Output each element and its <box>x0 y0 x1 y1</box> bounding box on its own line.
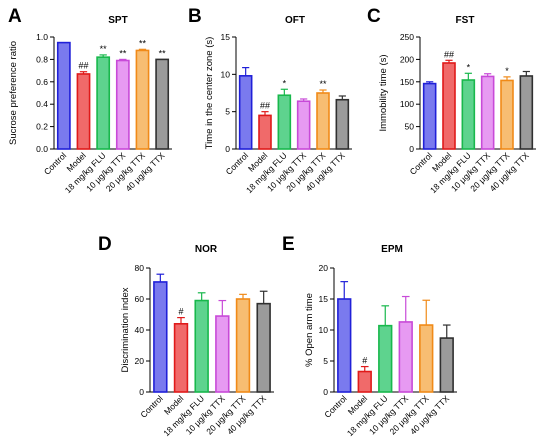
chart-panel-a: A SPT Sucrose preference ratio 0.0 0.2 0.4 0.6… <box>8 6 172 195</box>
bar <box>256 302 271 393</box>
x-tick-label: Control <box>322 393 349 420</box>
significance-label: ** <box>159 48 167 58</box>
y-tick-label: 250 <box>400 32 414 42</box>
y-tick-label: 0.8 <box>36 54 48 64</box>
y-tick-label: 0 <box>323 387 328 397</box>
x-tick-label: Control <box>408 150 435 177</box>
bar <box>378 324 393 393</box>
bar <box>96 56 111 150</box>
bar <box>480 75 495 150</box>
bar <box>419 324 434 393</box>
significance-label: ** <box>119 48 127 58</box>
y-tick-label: 50 <box>405 122 415 132</box>
significance-label: ## <box>78 61 88 71</box>
significance-label: ** <box>319 79 327 89</box>
bar <box>235 298 251 393</box>
chart-panel-c: C FST Immobility time (s) 0 50 100 150 200 250 Co… <box>367 6 536 195</box>
y-axis-label: Immobility time (s) <box>378 54 389 131</box>
y-tick-label: 40 <box>135 325 145 335</box>
bar <box>357 370 372 393</box>
bar <box>76 73 91 150</box>
panel-letter: D <box>98 234 112 255</box>
y-tick-label: 20 <box>135 356 145 366</box>
y-tick-label: 20 <box>319 263 329 273</box>
significance-label: * <box>505 66 509 76</box>
bar <box>173 322 189 393</box>
y-tick-label: 5 <box>225 107 230 117</box>
x-tick-label: Control <box>42 150 69 177</box>
bar <box>135 49 150 150</box>
y-tick-label: 0 <box>139 387 144 397</box>
y-axis-label: Time in the center zone (s) <box>204 37 215 150</box>
y-tick-label: 15 <box>319 294 329 304</box>
significance-label: # <box>178 307 183 317</box>
y-tick-label: 100 <box>400 99 414 109</box>
y-tick-label: 0.2 <box>36 122 48 132</box>
bar <box>153 281 168 393</box>
bar <box>519 75 534 150</box>
y-tick-label: 60 <box>135 294 145 304</box>
chart-panel-d: D NOR Discrimination index 0 20 40 60 80 Control… <box>98 234 274 438</box>
significance-label: * <box>283 78 287 88</box>
y-tick-label: 10 <box>221 69 231 79</box>
y-tick-label: 80 <box>135 263 145 273</box>
y-tick-label: 0.4 <box>36 99 48 109</box>
chart-panel-b: B OFT Time in the center zone (s) 0 5 10 15 Con… <box>188 6 352 195</box>
y-tick-label: 5 <box>323 356 328 366</box>
significance-label: * <box>467 62 471 72</box>
significance-label: ## <box>444 49 454 59</box>
y-tick-label: 0 <box>409 144 414 154</box>
bar <box>215 315 230 393</box>
panel-letter: B <box>188 6 202 27</box>
bar <box>461 79 476 150</box>
chart-title: OFT <box>285 15 305 26</box>
chart-title: EPM <box>381 244 403 255</box>
bar <box>238 75 253 150</box>
bar <box>155 58 170 150</box>
bar <box>398 321 413 393</box>
y-tick-label: 150 <box>400 77 414 87</box>
panel-letter: C <box>367 6 381 27</box>
chart-panel-e: E EPM% Open arm time05101520Control#Model… <box>282 234 457 438</box>
y-tick-label: 15 <box>221 32 231 42</box>
y-tick-label: 200 <box>400 54 414 64</box>
bar <box>316 92 330 150</box>
significance-label: ** <box>100 44 108 54</box>
x-tick-label: Control <box>224 150 251 177</box>
bar <box>115 59 130 150</box>
bar <box>56 41 71 150</box>
chart-title: FST <box>456 15 475 26</box>
y-tick-label: 1.0 <box>36 32 48 42</box>
y-tick-label: 0 <box>225 144 230 154</box>
y-tick-label: 0.6 <box>36 77 48 87</box>
bar <box>335 98 350 150</box>
bar <box>337 298 352 393</box>
bar <box>277 94 292 150</box>
y-tick-label: 0.0 <box>36 144 48 154</box>
y-axis-label: Sucrose preference ratio <box>8 41 19 145</box>
bar <box>296 100 311 150</box>
x-tick-label: Control <box>138 393 165 420</box>
bar <box>194 299 209 393</box>
bar <box>500 79 514 150</box>
panel-letter: A <box>8 6 22 27</box>
y-axis-label: % Open arm time <box>304 293 315 367</box>
chart-title: NOR <box>195 244 218 255</box>
bar <box>422 82 437 150</box>
significance-label: # <box>362 356 367 366</box>
y-axis-label: Discrimination index <box>120 287 131 372</box>
bar <box>258 114 272 150</box>
significance-label: ## <box>260 101 270 111</box>
bar <box>442 62 456 150</box>
chart-title: SPT <box>108 15 127 26</box>
panel-letter: E <box>282 234 295 255</box>
significance-label: ** <box>139 38 147 48</box>
y-tick-label: 10 <box>319 325 329 335</box>
bar <box>439 337 454 393</box>
